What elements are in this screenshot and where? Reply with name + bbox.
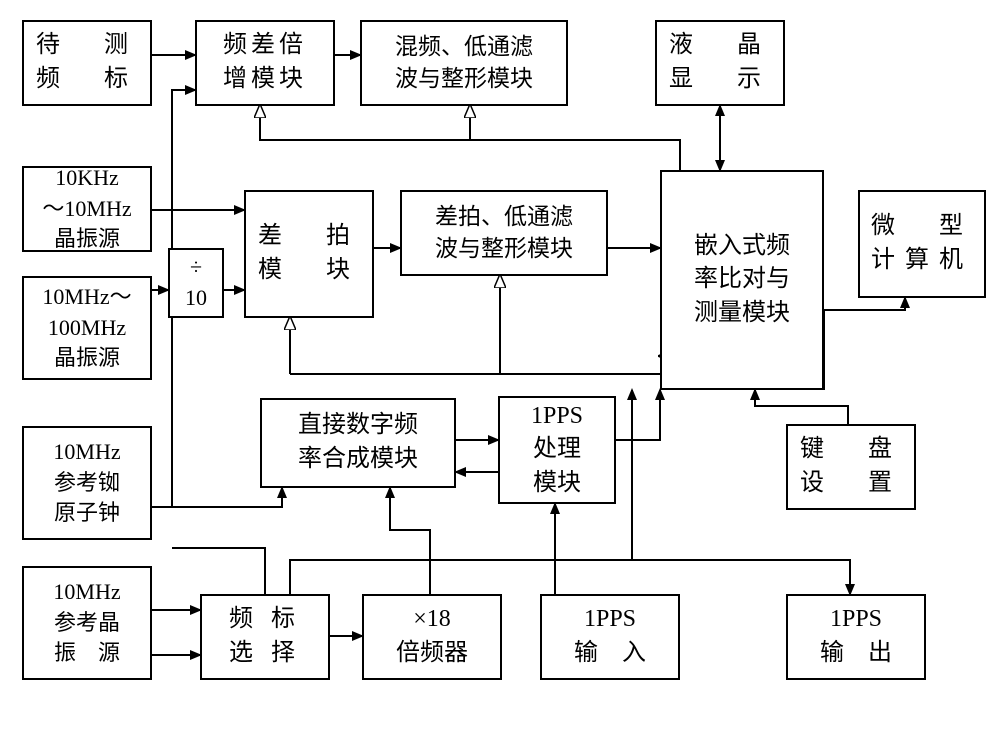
block-b13: 1PPS处理模块 [498,396,616,504]
block-label: 微 型计算机 [871,210,973,277]
block-label: 嵌入式频率比对与测量模块 [694,230,790,331]
block-b11: 微 型计算机 [858,190,986,298]
block-b20: 1PPS输 出 [786,594,926,680]
block-b10: 嵌入式频率比对与测量模块 [660,170,824,390]
block-label: 混频、低通滤波与整形模块 [395,31,533,95]
block-b14: 键 盘设 置 [786,424,916,510]
block-label: 10MHz参考晶振 源 [53,577,120,669]
block-b1: 待 测频 标 [22,20,152,106]
block-label: 待 测频 标 [36,29,138,96]
block-label: 直接数字频率合成模块 [298,409,418,476]
block-b8: 差 拍模 块 [244,190,374,318]
block-label: 键 盘设 置 [800,433,902,500]
block-label: 10KHz～10MHz晶振源 [42,163,131,255]
block-label: 1PPS输 入 [574,603,646,670]
block-label: 液 晶显 示 [669,29,771,96]
block-b17: 频 标选 择 [200,594,330,680]
block-b5: 10KHz～10MHz晶振源 [22,166,152,252]
block-b6: 10MHz～100MHz晶振源 [22,276,152,380]
diagram-canvas: 待 测频 标 频差倍增模块 混频、低通滤波与整形模块 液 晶显 示 10KHz～10MH… [0,0,1000,730]
block-label: 10MHz参考铷原子钟 [53,437,120,529]
block-label: ÷10 [185,252,207,314]
block-b16: 10MHz参考晶振 源 [22,566,152,680]
block-label: 差 拍模 块 [258,220,360,287]
block-b9: 差拍、低通滤波与整形模块 [400,190,608,276]
block-label: 频 标选 择 [229,603,301,670]
block-label: 1PPS输 出 [820,603,892,670]
block-label: ×18倍频器 [396,603,468,670]
block-b3: 混频、低通滤波与整形模块 [360,20,568,106]
block-b4: 液 晶显 示 [655,20,785,106]
block-b19: 1PPS输 入 [540,594,680,680]
block-label: 差拍、低通滤波与整形模块 [435,201,573,265]
block-label: 频差倍增模块 [223,29,307,96]
block-b12: 直接数字频率合成模块 [260,398,456,488]
block-label: 1PPS处理模块 [531,400,583,501]
block-b15: 10MHz参考铷原子钟 [22,426,152,540]
block-b2: 频差倍增模块 [195,20,335,106]
block-label: 10MHz～100MHz晶振源 [42,282,131,374]
block-b18: ×18倍频器 [362,594,502,680]
block-b7: ÷10 [168,248,224,318]
